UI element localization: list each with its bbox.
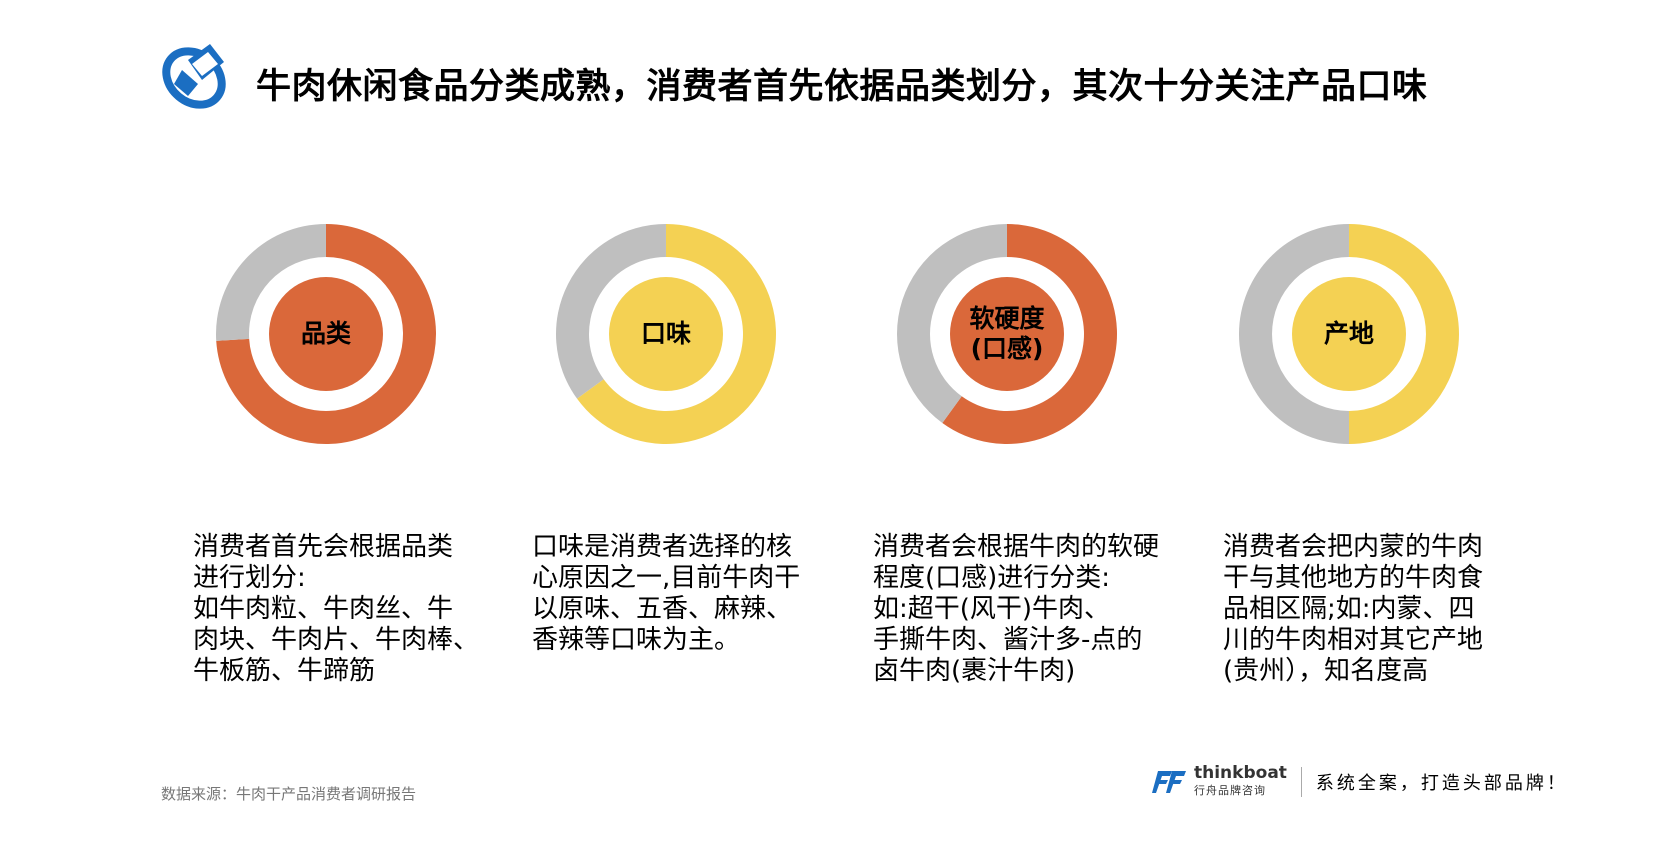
description-category: 消费者首先会根据品类 进行划分: 如牛肉粒、牛肉丝、牛 肉块、牛肉片、牛肉棒、 … (193, 532, 480, 686)
thinkboat-logo-icon (1152, 770, 1186, 793)
donut-label: 品类 (300, 319, 351, 348)
brand-footer: thinkboat 行舟品牌咨询 系统全案，打造头部品牌！ (1152, 765, 1568, 798)
slogan: 系统全案，打造头部品牌！ (1315, 772, 1568, 794)
data-source: 数据来源：牛肉干产品消费者调研报告 (161, 785, 417, 803)
donut-slice-main (1349, 224, 1459, 444)
donut-slice-rest (1238, 224, 1349, 444)
donut-label: 口味 (640, 319, 691, 348)
donut-slice-main (577, 224, 776, 444)
donut-center (950, 277, 1064, 391)
donut-chart-texture: 软硬度 (口感) (896, 223, 1118, 445)
description-texture: 消费者会根据牛肉的软硬 程度(口感)进行分类: 如:超干(风干)牛肉、 手撕牛肉… (873, 532, 1160, 686)
donut-slice-main (942, 224, 1117, 444)
donut-label: 软硬度 (口感) (969, 304, 1045, 363)
donut-label: 产地 (1323, 319, 1374, 348)
donut-svg (897, 224, 1117, 444)
donut-chart-category: 品类 (215, 223, 437, 445)
donut-slice-rest (556, 224, 666, 399)
donut-chart-flavor: 口味 (555, 223, 777, 445)
donut-svg (216, 224, 436, 444)
donut-svg (1238, 224, 1459, 444)
donut-chart-origin: 产地 (1238, 223, 1460, 445)
donut-slice-rest (897, 224, 1007, 423)
donut-slice-main (216, 224, 436, 444)
donut-slice-rest (216, 224, 326, 341)
page-title: 牛肉休闲食品分类成熟，消费者首先依据品类划分，其次十分关注产品口味 (256, 67, 1428, 107)
description-flavor: 口味是消费者选择的核 心原因之一,目前牛肉干 以原味、五香、麻辣、 香辣等口味为… (532, 532, 801, 655)
company-logo-icon (162, 44, 226, 109)
donut-center (269, 277, 383, 391)
brand-name-cn: 行舟品牌咨询 (1194, 784, 1266, 797)
brand-name: thinkboat (1194, 763, 1287, 783)
description-origin: 消费者会把内蒙的牛肉 干与其他地方的牛肉食 品相区隔;如:内蒙、四 川的牛肉相对… (1223, 532, 1484, 686)
donut-center (1292, 277, 1406, 391)
divider (1300, 766, 1302, 797)
donut-svg (556, 224, 776, 444)
donut-center (609, 277, 723, 391)
